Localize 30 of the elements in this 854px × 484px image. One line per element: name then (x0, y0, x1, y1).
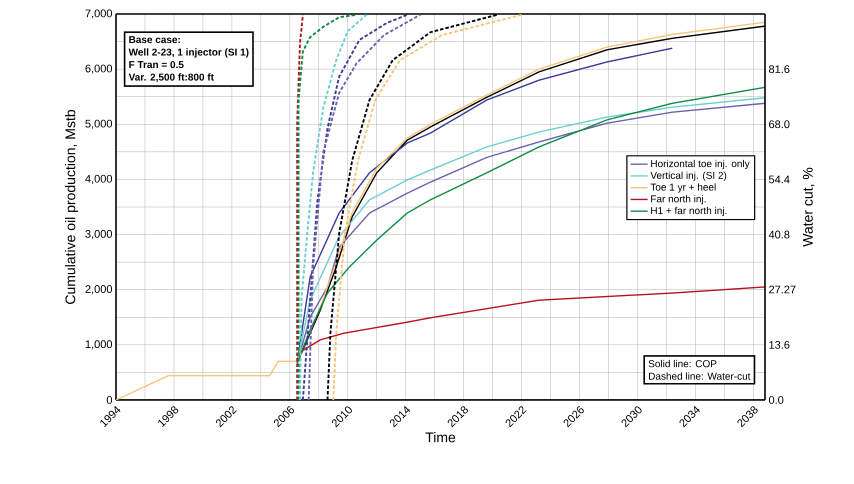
y-tick-label: 2,000 (86, 285, 112, 294)
annotation: Well 2-23, 1 injector (SI 1) (128, 48, 249, 58)
y2-tick-label: 40.8 (768, 230, 790, 238)
x-axis-title: Time (426, 432, 456, 442)
annotation: Solid line: COP (648, 360, 716, 368)
legend-label: H1 + far north inj. (651, 206, 726, 216)
y-tick-label: 5,000 (85, 120, 112, 129)
y2-tick-label: 54.4 (768, 176, 790, 184)
line-series (296, 14, 304, 400)
y2-tick-label: 27.27 (769, 286, 796, 294)
y-tick-label: 3,000 (85, 230, 112, 240)
legend-label: Far north inj. (651, 195, 706, 204)
legend-label: Toe 1 yr + heel (650, 183, 716, 193)
annotation: F Tran = 0.5 (129, 61, 184, 68)
y-axis-title: Cumulative oil production, Mstb (65, 110, 78, 304)
y-tick-label: 4,000 (85, 174, 112, 184)
y2-tick-label: 13.6 (769, 340, 790, 349)
y-tick-label: 1,000 (86, 340, 112, 350)
y-tick-label: 6,000 (86, 64, 112, 74)
y2-tick-label: 68.0 (769, 120, 790, 128)
annotation: Dashed line: Water-cut (649, 372, 750, 380)
annotation: Base case: (129, 36, 180, 44)
annotation: Var. 2,500 ft:800 ft (128, 73, 214, 82)
y2-tick-label: 0.0 (768, 396, 784, 404)
legend-label: Horizontal toe inj. only (651, 160, 750, 170)
legend-label: Vertical inj. (SI 2) (650, 172, 726, 181)
y-tick-label: 7,000 (86, 9, 112, 19)
y-tick-label: 0 (106, 396, 112, 404)
y2-axis-title: Water cut, % (802, 168, 814, 247)
y2-tick-label: 81.6 (769, 65, 790, 74)
